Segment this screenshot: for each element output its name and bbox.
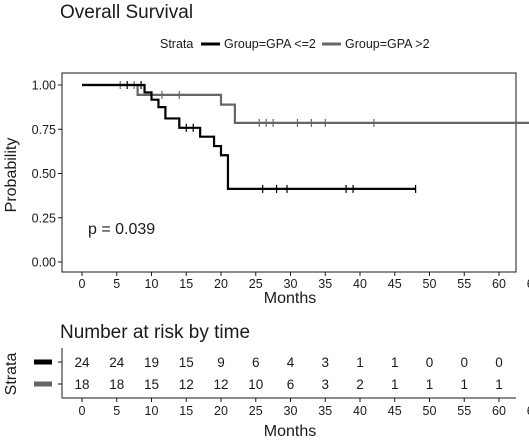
legend-title: Strata	[160, 37, 193, 51]
risk-count: 1	[391, 355, 399, 370]
risk-x-tick-label: 0	[79, 404, 86, 418]
x-tick-label: 65	[527, 277, 529, 291]
risk-x-tick-label: 55	[457, 404, 471, 418]
x-tick-label: 30	[284, 277, 298, 291]
risk-x-tick-label: 30	[284, 404, 298, 418]
x-tick-label: 10	[145, 277, 159, 291]
risk-count: 1	[495, 377, 503, 392]
survival-curve-series-2	[82, 83, 529, 124]
risk-count: 15	[179, 355, 194, 370]
risk-count: 2	[356, 377, 364, 392]
x-tick-label: 25	[249, 277, 263, 291]
y-tick-label: 0.25	[32, 211, 56, 225]
risk-count: 1	[356, 355, 364, 370]
x-tick-label: 55	[457, 277, 471, 291]
risk-count: 1	[391, 377, 399, 392]
legend: Strata Group=GPA <=2 Group=GPA >2	[160, 37, 430, 51]
x-tick-label: 45	[388, 277, 402, 291]
risk-table: 2424191596431100001818151212106321111105…	[34, 348, 529, 418]
x-tick-label: 40	[353, 277, 367, 291]
x-tick-label: 20	[214, 277, 228, 291]
risk-count: 12	[179, 377, 194, 392]
legend-label-series-1: Group=GPA <=2	[224, 37, 316, 51]
plot-axes: 0 5 10 15 20 25 30 35 40 45 50 55 60 65 0.00 0.25 0.50 0.…	[32, 72, 529, 291]
y-tick-label: 1.00	[32, 79, 56, 93]
chart-title: Overall Survival	[60, 2, 193, 23]
risk-count: 0	[460, 355, 468, 370]
x-tick-label: 5	[113, 277, 120, 291]
survival-curve-series-1	[82, 83, 416, 190]
risk-count: 4	[287, 355, 295, 370]
risk-x-tick-label: 5	[113, 404, 120, 418]
x-tick-label: 50	[423, 277, 437, 291]
risk-table-x-label: Months	[264, 423, 316, 440]
risk-x-tick-label: 25	[249, 404, 263, 418]
plot-frame	[61, 72, 517, 273]
risk-x-tick-label: 35	[318, 404, 332, 418]
risk-x-tick-label: 15	[179, 404, 193, 418]
risk-count: 3	[321, 355, 329, 370]
risk-x-tick-label: 10	[145, 404, 159, 418]
risk-table-y-label: Strata	[3, 353, 20, 396]
x-axis-label: Months	[264, 290, 316, 307]
risk-count: 3	[321, 377, 329, 392]
risk-count: 10	[248, 377, 263, 392]
p-value-annotation: p = 0.039	[88, 221, 155, 238]
risk-count: 15	[144, 377, 159, 392]
risk-x-tick-label: 60	[492, 404, 506, 418]
risk-x-tick-label: 40	[353, 404, 367, 418]
x-tick-label: 35	[318, 277, 332, 291]
x-tick-label: 0	[79, 277, 86, 291]
risk-count: 12	[213, 377, 228, 392]
risk-count: 24	[109, 355, 125, 370]
y-tick-label: 0.75	[32, 123, 56, 137]
y-axis-label: Probability	[3, 138, 20, 213]
risk-x-tick-label: 45	[388, 404, 402, 418]
x-tick-label: 15	[179, 277, 193, 291]
risk-count: 9	[217, 355, 225, 370]
risk-table-title: Number at risk by time	[60, 322, 250, 343]
risk-count: 19	[144, 355, 159, 370]
x-tick-label: 60	[492, 277, 506, 291]
risk-count: 0	[426, 355, 434, 370]
risk-count: 6	[252, 355, 260, 370]
risk-count: 1	[426, 377, 434, 392]
risk-count: 1	[460, 377, 468, 392]
plot-series	[82, 81, 529, 193]
risk-count: 18	[109, 377, 124, 392]
risk-count: 18	[74, 377, 89, 392]
risk-x-tick-label: 50	[423, 404, 437, 418]
risk-count: 6	[287, 377, 295, 392]
risk-count: 24	[74, 355, 90, 370]
y-tick-label: 0.00	[32, 256, 56, 270]
risk-count: 0	[495, 355, 503, 370]
risk-x-tick-label: 20	[214, 404, 228, 418]
risk-x-tick-label: 65	[527, 404, 529, 418]
y-tick-label: 0.50	[32, 167, 56, 181]
legend-label-series-2: Group=GPA >2	[345, 37, 430, 51]
